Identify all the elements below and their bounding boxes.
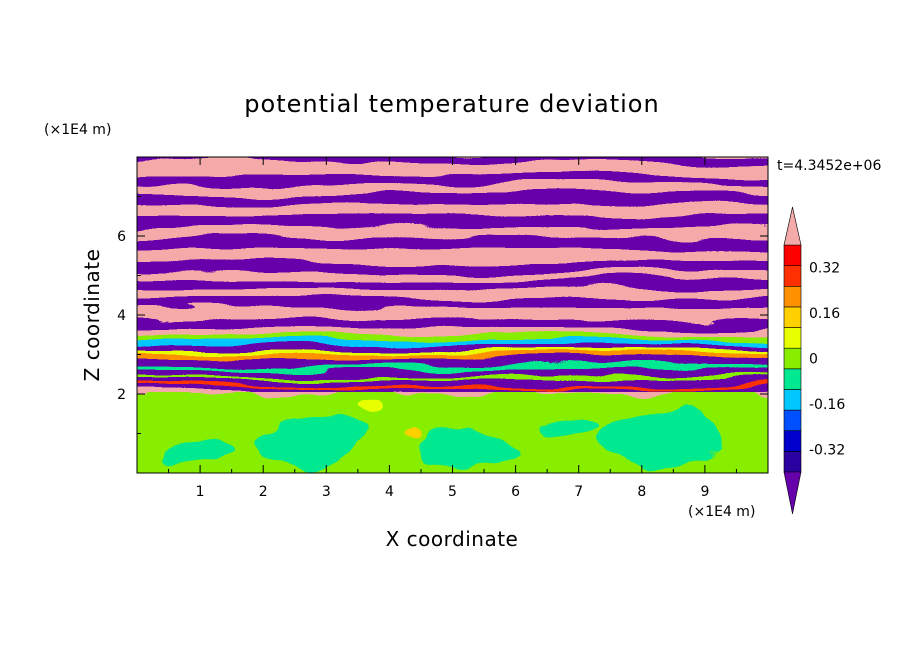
x-axis: 1 2 3 4 5 6 7 8 9 bbox=[168, 157, 737, 500]
band bbox=[137, 355, 768, 360]
y-tick-label: 6 bbox=[117, 229, 126, 245]
colorbar: 0.32 0.16 0 -0.16 -0.32 bbox=[783, 206, 845, 515]
chart-title: potential temperature deviation bbox=[244, 90, 659, 118]
band bbox=[137, 236, 768, 248]
x-tick-label: 6 bbox=[511, 484, 520, 500]
y-tick-label: 2 bbox=[117, 387, 126, 403]
band bbox=[137, 262, 768, 273]
lower-patch bbox=[358, 404, 386, 416]
y-axis-label: Z coordinate bbox=[80, 249, 104, 382]
x-tick-label: 5 bbox=[448, 484, 457, 500]
y-axis-unit: (×1E4 m) bbox=[44, 122, 111, 138]
band bbox=[137, 376, 768, 379]
y-tick-label: 4 bbox=[117, 308, 126, 324]
colorbar-label: 0.32 bbox=[809, 261, 840, 277]
colorbar-segment bbox=[783, 265, 802, 287]
colorbar-over-triangle bbox=[783, 206, 802, 246]
colorbar-segment bbox=[783, 244, 802, 266]
lower-region bbox=[137, 392, 768, 473]
band bbox=[137, 216, 768, 228]
upper-bands bbox=[137, 157, 768, 392]
band bbox=[137, 387, 768, 392]
y-axis: 2 4 6 bbox=[117, 196, 768, 434]
contour-field bbox=[137, 157, 768, 473]
colorbar-label: 0 bbox=[809, 352, 818, 368]
x-tick-label: 1 bbox=[196, 484, 205, 500]
lower-patch bbox=[530, 415, 590, 435]
colorbar-segment bbox=[783, 368, 802, 390]
colorbar-under-triangle bbox=[783, 471, 802, 515]
colorbar-label: 0.16 bbox=[809, 306, 840, 322]
colorbar-segment bbox=[783, 451, 802, 473]
colorbar-segment bbox=[783, 389, 802, 411]
lower-patch bbox=[590, 414, 730, 462]
colorbar-label: -0.32 bbox=[809, 442, 845, 458]
colorbar-segment bbox=[783, 409, 802, 432]
colorbar-segment bbox=[783, 347, 802, 370]
band bbox=[137, 281, 768, 290]
band bbox=[137, 351, 768, 355]
x-tick-label: 9 bbox=[700, 484, 709, 500]
band bbox=[137, 176, 768, 185]
lower-patch bbox=[165, 443, 235, 467]
band bbox=[137, 379, 768, 384]
colorbar-segment bbox=[783, 327, 802, 349]
x-axis-unit: (×1E4 m) bbox=[688, 504, 755, 520]
x-tick-label: 4 bbox=[385, 484, 394, 500]
x-axis-label: X coordinate bbox=[386, 527, 519, 551]
x-tick-label: 2 bbox=[259, 484, 268, 500]
band bbox=[137, 194, 768, 204]
colorbar-segment bbox=[783, 285, 802, 308]
x-tick-label: 3 bbox=[322, 484, 331, 500]
colorbar-segment bbox=[783, 306, 802, 328]
band bbox=[137, 333, 768, 339]
band bbox=[137, 366, 768, 370]
x-tick-label: 8 bbox=[637, 484, 646, 500]
colorbar-segment bbox=[783, 430, 802, 452]
lower-patch bbox=[420, 432, 520, 468]
band bbox=[137, 300, 768, 309]
lower-patch bbox=[255, 418, 365, 462]
band bbox=[137, 318, 768, 326]
lower-patch bbox=[404, 436, 420, 444]
band bbox=[137, 370, 768, 376]
colorbar-label: -0.16 bbox=[809, 397, 845, 413]
band bbox=[137, 157, 768, 162]
band bbox=[137, 360, 768, 366]
band bbox=[137, 339, 768, 345]
band bbox=[137, 345, 768, 351]
x-tick-label: 7 bbox=[574, 484, 583, 500]
time-label: t=4.3452e+06 bbox=[777, 158, 881, 174]
band bbox=[137, 384, 768, 387]
